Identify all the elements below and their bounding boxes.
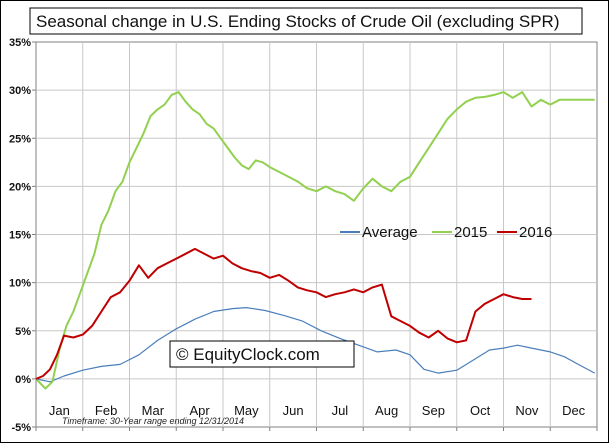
y-tick-label: 35% — [9, 37, 31, 49]
watermark-box — [169, 340, 355, 368]
chart-title: Seasonal change in U.S. Ending Stocks of… — [36, 12, 560, 31]
series-line-2016 — [35, 247, 532, 380]
y-tick-label: 0% — [15, 374, 31, 386]
title-box — [29, 7, 583, 35]
x-tick-label: Jan — [49, 403, 70, 418]
x-tick-label: Nov — [515, 403, 539, 418]
y-tick-label: 30% — [9, 85, 31, 97]
series-line-average — [35, 307, 595, 383]
x-tick-label: Aug — [375, 403, 398, 418]
footnote: Timeframe: 30-Year range ending 12/31/20… — [62, 416, 244, 426]
x-tick-label: Dec — [562, 403, 586, 418]
legend-label: 2016 — [519, 224, 552, 241]
y-tick-label: 15% — [9, 230, 31, 242]
y-tick-label: 10% — [9, 278, 31, 290]
x-tick-label: Mar — [142, 403, 165, 418]
x-tick-label: Jun — [283, 403, 304, 418]
x-tick-label: Apr — [190, 403, 211, 418]
x-tick-label: May — [234, 403, 259, 418]
legend-label: Average — [362, 224, 418, 241]
x-tick-label: Sep — [422, 403, 445, 418]
legend-label: 2015 — [454, 224, 487, 241]
y-tick-label: -5% — [11, 422, 31, 434]
y-tick-label: 5% — [15, 326, 31, 338]
series-line-2015 — [35, 91, 595, 390]
x-tick-label: Oct — [470, 403, 491, 418]
legend: Average 2015 2016 — [340, 224, 552, 241]
y-tick-label: 20% — [9, 181, 31, 193]
y-tick-label: 25% — [9, 133, 31, 145]
x-tick-label: Feb — [95, 403, 117, 418]
watermark: © EquityClock.com — [176, 345, 320, 364]
x-tick-label: Jul — [332, 403, 349, 418]
